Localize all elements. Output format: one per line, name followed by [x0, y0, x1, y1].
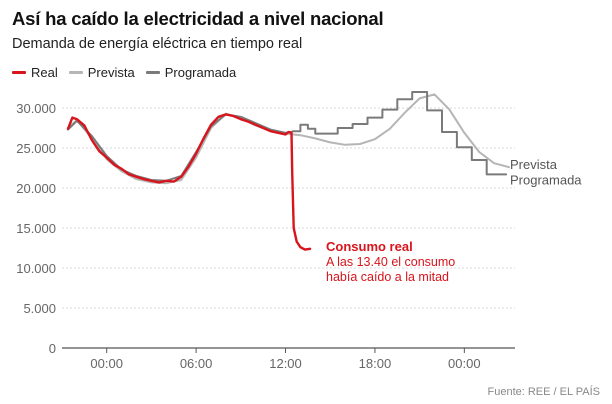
y-tick-label: 0 [49, 341, 56, 356]
end-label-prevista: Prevista [510, 157, 558, 172]
source-note: Fuente: REE / EL PAÍS [487, 386, 601, 398]
legend-swatch-real [12, 71, 26, 74]
annotation-title: Consumo real [326, 239, 413, 254]
chart-legend: Real Prevista Programada [12, 65, 236, 80]
legend-item-real: Real [12, 65, 58, 80]
x-tick-label: 12:00 [269, 356, 302, 371]
series-line-programada [67, 91, 508, 182]
legend-swatch-programada [145, 71, 160, 74]
legend-label-real: Real [31, 65, 58, 80]
legend-swatch-prevista [68, 71, 83, 74]
x-tick-label: 00:00 [90, 356, 123, 371]
y-tick-label: 25.000 [16, 141, 56, 156]
annotation-line: A las 13.40 el consumo [326, 255, 455, 269]
x-tick-label: 00:00 [448, 356, 481, 371]
y-tick-label: 30.000 [16, 101, 56, 116]
y-tick-label: 10.000 [16, 261, 56, 276]
legend-label-programada: Programada [164, 65, 237, 80]
legend-item-prevista: Prevista [68, 65, 135, 80]
x-tick-label: 06:00 [180, 356, 213, 371]
x-tick-label: 18:00 [359, 356, 392, 371]
y-tick-label: 15.000 [16, 221, 56, 236]
y-tick-label: 20.000 [16, 181, 56, 196]
page-title: Así ha caído la electricidad a nivel nac… [12, 8, 384, 29]
page-subtitle: Demanda de energía eléctrica en tiempo r… [12, 36, 303, 52]
annotation-line: había caído a la mitad [326, 270, 449, 284]
end-label-programada: Programada [510, 172, 582, 187]
series-line-real [66, 113, 312, 251]
legend-label-prevista: Prevista [87, 65, 135, 80]
y-tick-label: 5.000 [23, 301, 56, 316]
legend-item-programada: Programada [145, 65, 237, 80]
